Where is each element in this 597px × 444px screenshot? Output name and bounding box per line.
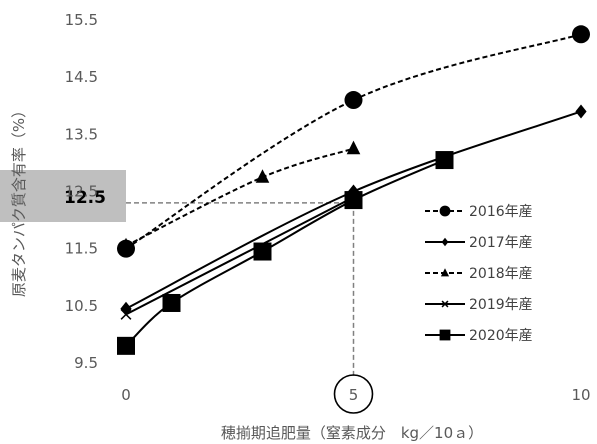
marker-triangle bbox=[119, 237, 133, 252]
y-tick-label: 15.5 bbox=[65, 11, 98, 29]
highlight-x-circle bbox=[333, 374, 374, 414]
series-line bbox=[125, 33, 582, 250]
y-tick-label: 12.5 bbox=[65, 183, 98, 201]
y-tick-label: 14.5 bbox=[65, 68, 98, 86]
marker-triangle bbox=[255, 169, 270, 183]
marker-circle bbox=[344, 91, 363, 110]
series-square bbox=[117, 151, 454, 355]
marker-triangle bbox=[440, 268, 450, 277]
legend-label: 2020年産 bbox=[469, 328, 533, 344]
y-tick-label: 13.5 bbox=[65, 125, 98, 143]
legend-label: 2017年産 bbox=[469, 235, 533, 251]
marker-diamond bbox=[441, 237, 449, 247]
y-tick-label: 11.5 bbox=[65, 240, 98, 258]
highlight-layer: 12.5 bbox=[0, 170, 374, 414]
marker-square bbox=[253, 242, 272, 261]
series-triangle bbox=[119, 140, 361, 252]
marker-square bbox=[117, 336, 135, 355]
legend-entry: 2017年産 bbox=[425, 235, 533, 251]
marker-x bbox=[441, 300, 449, 308]
series-line bbox=[125, 159, 445, 347]
legend-label: 2019年産 bbox=[469, 297, 533, 313]
x-tick-label: 0 bbox=[121, 386, 131, 404]
x-tick-label: 10 bbox=[571, 386, 590, 404]
legend-entry: 2018年産 bbox=[425, 266, 533, 282]
highlight-box bbox=[0, 170, 126, 222]
marker-square bbox=[162, 293, 181, 312]
marker-circle bbox=[572, 25, 590, 44]
series-line bbox=[125, 147, 354, 247]
legend-label: 2016年産 bbox=[469, 204, 533, 220]
marker-x bbox=[120, 308, 132, 320]
series-layer bbox=[117, 25, 590, 355]
axes-layer: 9.5 10.5 11.5 12.5 13.5 14.5 15.5 0 5 10 bbox=[65, 11, 591, 404]
marker-triangle bbox=[346, 140, 361, 155]
legend-entry: 2020年産 bbox=[425, 328, 533, 344]
y-tick-label: 9.5 bbox=[74, 354, 98, 372]
legend-label: 2018年産 bbox=[469, 266, 533, 282]
y-axis-title: 原麦タンパク質含有率（%） bbox=[10, 103, 28, 297]
legend: 2016年産 2017年産 2018年産 2019年産 2020年産 bbox=[425, 204, 533, 344]
marker-square bbox=[344, 191, 363, 210]
highlight-value-label: 12.5 bbox=[64, 188, 106, 208]
marker-square bbox=[435, 151, 454, 170]
legend-entry: 2016年産 bbox=[425, 204, 533, 220]
x-tick-label: 5 bbox=[349, 386, 359, 404]
marker-diamond bbox=[575, 104, 587, 119]
legend-entry: 2019年産 bbox=[425, 297, 533, 313]
series-x bbox=[120, 191, 359, 320]
y-tick-label: 10.5 bbox=[65, 297, 98, 315]
x-axis-title: 穂揃期追肥量（窒素成分 kg／10ａ） bbox=[221, 424, 483, 442]
series-line bbox=[125, 196, 354, 316]
marker-square bbox=[439, 329, 451, 341]
marker-circle bbox=[439, 205, 451, 217]
